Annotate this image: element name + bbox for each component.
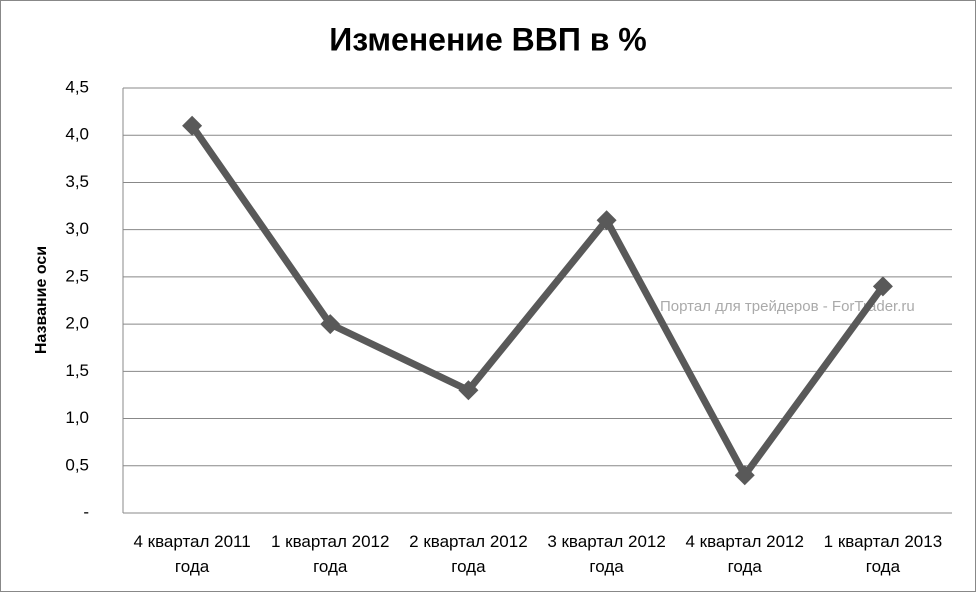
- y-tick-label: 2,0: [65, 314, 89, 333]
- annotation: Портал для трейдеров - ForTrader.ru: [660, 298, 915, 315]
- marker: [596, 210, 617, 231]
- marker: [734, 465, 755, 486]
- y-tick-label: 1,0: [65, 408, 89, 427]
- x-tick-label: 3 квартал 2012 года: [547, 532, 666, 576]
- marker: [320, 314, 341, 335]
- y-axis-label: Название оси: [33, 246, 50, 354]
- line: [189, 123, 886, 479]
- y-tick-label: -: [83, 502, 89, 521]
- marker: [182, 115, 203, 136]
- y-tick-label: 4,0: [65, 125, 89, 144]
- y-tick-label: 2,5: [65, 266, 89, 285]
- chart-title: Изменение ВВП в %: [329, 21, 647, 57]
- x-tick-label: 1 квартал 2013 года: [823, 532, 943, 576]
- x-tick-label: 4 квартал 2011 года: [133, 532, 251, 576]
- y-tick-label: 3,5: [65, 172, 89, 191]
- x-tick-label: 4 квартал 2012 года: [685, 532, 804, 576]
- x-tick-label: 1 квартал 2012 года: [270, 532, 390, 576]
- x-tick-label: 2 квартал 2012 года: [409, 532, 528, 576]
- marker: [872, 276, 893, 297]
- marker: [458, 380, 479, 401]
- y-tick-label: 4,5: [65, 77, 89, 96]
- y-tick-label: 3,0: [65, 219, 89, 238]
- y-tick-label: 0,5: [65, 455, 89, 474]
- y-tick-label: 1,5: [65, 361, 89, 380]
